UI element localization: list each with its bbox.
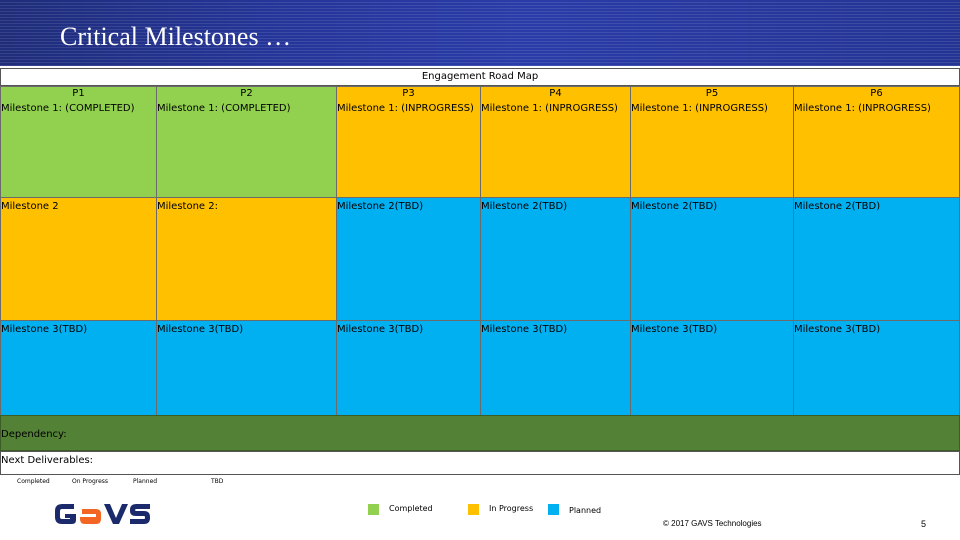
milestone-3-cell: Milestone 3(TBD) <box>793 320 960 416</box>
milestone-2-text: Milestone 2: <box>157 201 218 212</box>
key-tbd-label: TBD <box>211 478 224 485</box>
milestone-1-cell: P4 Milestone 1: (INPROGRESS) <box>480 86 631 198</box>
milestone-3-text: Milestone 3(TBD) <box>631 324 718 335</box>
in-progress-swatch <box>468 504 479 515</box>
milestone-3-cell: Milestone 3(TBD) <box>156 320 337 416</box>
gavs-logo <box>52 498 152 530</box>
key-planned-label: Planned <box>133 478 158 485</box>
milestone-3-cell: Milestone 3(TBD) <box>0 320 157 416</box>
road-map-header: Engagement Road Map <box>0 68 960 86</box>
period-label: P2 <box>240 88 253 99</box>
milestone-2-text: Milestone 2(TBD) <box>337 201 424 212</box>
milestone-2-cell: Milestone 2(TBD) <box>630 197 794 321</box>
milestone-2-text: Milestone 2(TBD) <box>481 201 568 212</box>
period-label: P6 <box>870 88 883 99</box>
page-number: 5 <box>921 519 927 529</box>
dependency-row: Dependency: <box>0 415 960 451</box>
period-label: P5 <box>705 88 719 99</box>
milestone-2-text: Milestone 2(TBD) <box>794 201 881 212</box>
milestone-3-text: Milestone 3(TBD) <box>1 324 88 335</box>
next-deliverables-label: Next Deliverables: <box>1 455 94 466</box>
milestone-1-text: Milestone 1: (INPROGRESS) <box>481 103 618 114</box>
next-deliverables-row: Next Deliverables: <box>0 451 960 475</box>
milestone-2-cell: Milestone 2(TBD) <box>793 197 960 321</box>
milestone-1-cell: P2 Milestone 1: (COMPLETED) <box>156 86 337 198</box>
key-in-progress-label: On Progress <box>72 478 109 485</box>
milestone-1-cell: P6 Milestone 1: (INPROGRESS) <box>793 86 960 198</box>
milestone-3-text: Milestone 3(TBD) <box>794 324 881 335</box>
milestone-3-cell: Milestone 3(TBD) <box>630 320 794 416</box>
milestone-1-cell: P5 Milestone 1: (INPROGRESS) <box>630 86 794 198</box>
milestone-1-text: Milestone 1: (COMPLETED) <box>1 103 135 114</box>
milestone-3-cell: Milestone 3(TBD) <box>336 320 481 416</box>
milestone-3-cell: Milestone 3(TBD) <box>480 320 631 416</box>
title-banner: Critical Milestones … <box>0 0 960 66</box>
page-title: Critical Milestones … <box>60 22 292 51</box>
milestone-2-cell: Milestone 2 <box>0 197 157 321</box>
milestone-2-text: Milestone 2 <box>1 201 59 212</box>
planned-legend-label: Planned <box>569 506 602 515</box>
milestone-2-cell: Milestone 2(TBD) <box>480 197 631 321</box>
engagement-road-map: Engagement Road Map P1 Milestone 1: (COM… <box>0 68 960 478</box>
copyright-text: © 2017 GAVS Technologies <box>663 519 762 528</box>
completed-legend-label: Completed <box>389 504 433 513</box>
key-completed-label: Completed <box>17 478 50 485</box>
period-label: P3 <box>402 88 415 99</box>
milestone-2-text: Milestone 2(TBD) <box>631 201 718 212</box>
period-label: P1 <box>72 88 85 99</box>
milestone-1-text: Milestone 1: (COMPLETED) <box>157 103 291 114</box>
dependency-label: Dependency: <box>1 429 67 440</box>
milestone-1-cell: P3 Milestone 1: (INPROGRESS) <box>336 86 481 198</box>
milestone-2-cell: Milestone 2: <box>156 197 337 321</box>
milestone-2-cell: Milestone 2(TBD) <box>336 197 481 321</box>
milestone-1-cell: P1 Milestone 1: (COMPLETED) <box>0 86 157 198</box>
milestone-1-text: Milestone 1: (INPROGRESS) <box>631 103 768 114</box>
milestone-1-text: Milestone 1: (INPROGRESS) <box>337 103 474 114</box>
milestone-3-text: Milestone 3(TBD) <box>337 324 424 335</box>
gavs-logo-icon <box>55 504 150 524</box>
milestone-1-text: Milestone 1: (INPROGRESS) <box>794 103 931 114</box>
milestone-3-text: Milestone 3(TBD) <box>157 324 244 335</box>
completed-swatch <box>368 504 379 515</box>
period-label: P4 <box>549 88 562 99</box>
in-progress-legend-label: In Progress <box>489 504 534 513</box>
milestone-3-text: Milestone 3(TBD) <box>481 324 568 335</box>
planned-swatch <box>548 504 559 515</box>
